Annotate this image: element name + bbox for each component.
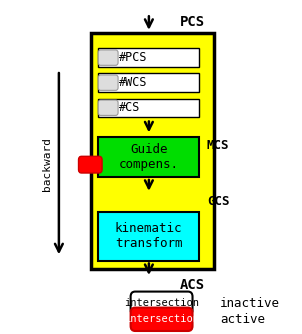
FancyBboxPatch shape xyxy=(98,99,199,117)
FancyBboxPatch shape xyxy=(98,212,199,261)
FancyBboxPatch shape xyxy=(98,75,118,91)
FancyBboxPatch shape xyxy=(79,156,102,173)
FancyBboxPatch shape xyxy=(131,292,193,315)
Text: PCS: PCS xyxy=(180,15,205,29)
Text: #WCS: #WCS xyxy=(119,76,148,89)
FancyBboxPatch shape xyxy=(98,48,199,67)
Text: Guide
compens.: Guide compens. xyxy=(119,143,179,171)
Text: MCS: MCS xyxy=(207,139,230,152)
FancyBboxPatch shape xyxy=(98,50,118,65)
Text: GCS: GCS xyxy=(207,195,230,207)
Text: intersection: intersection xyxy=(124,314,199,324)
FancyBboxPatch shape xyxy=(91,33,214,269)
FancyBboxPatch shape xyxy=(98,73,199,92)
Text: #PCS: #PCS xyxy=(119,51,148,64)
Text: ACS: ACS xyxy=(180,278,205,292)
Text: inactive: inactive xyxy=(220,297,280,310)
Text: #CS: #CS xyxy=(119,101,141,114)
Text: kinematic
transform: kinematic transform xyxy=(115,222,182,250)
Text: backward: backward xyxy=(42,137,52,191)
FancyBboxPatch shape xyxy=(98,100,118,116)
Text: active: active xyxy=(220,313,265,326)
FancyBboxPatch shape xyxy=(131,308,193,331)
FancyBboxPatch shape xyxy=(98,137,199,177)
Text: intersection: intersection xyxy=(124,298,199,308)
